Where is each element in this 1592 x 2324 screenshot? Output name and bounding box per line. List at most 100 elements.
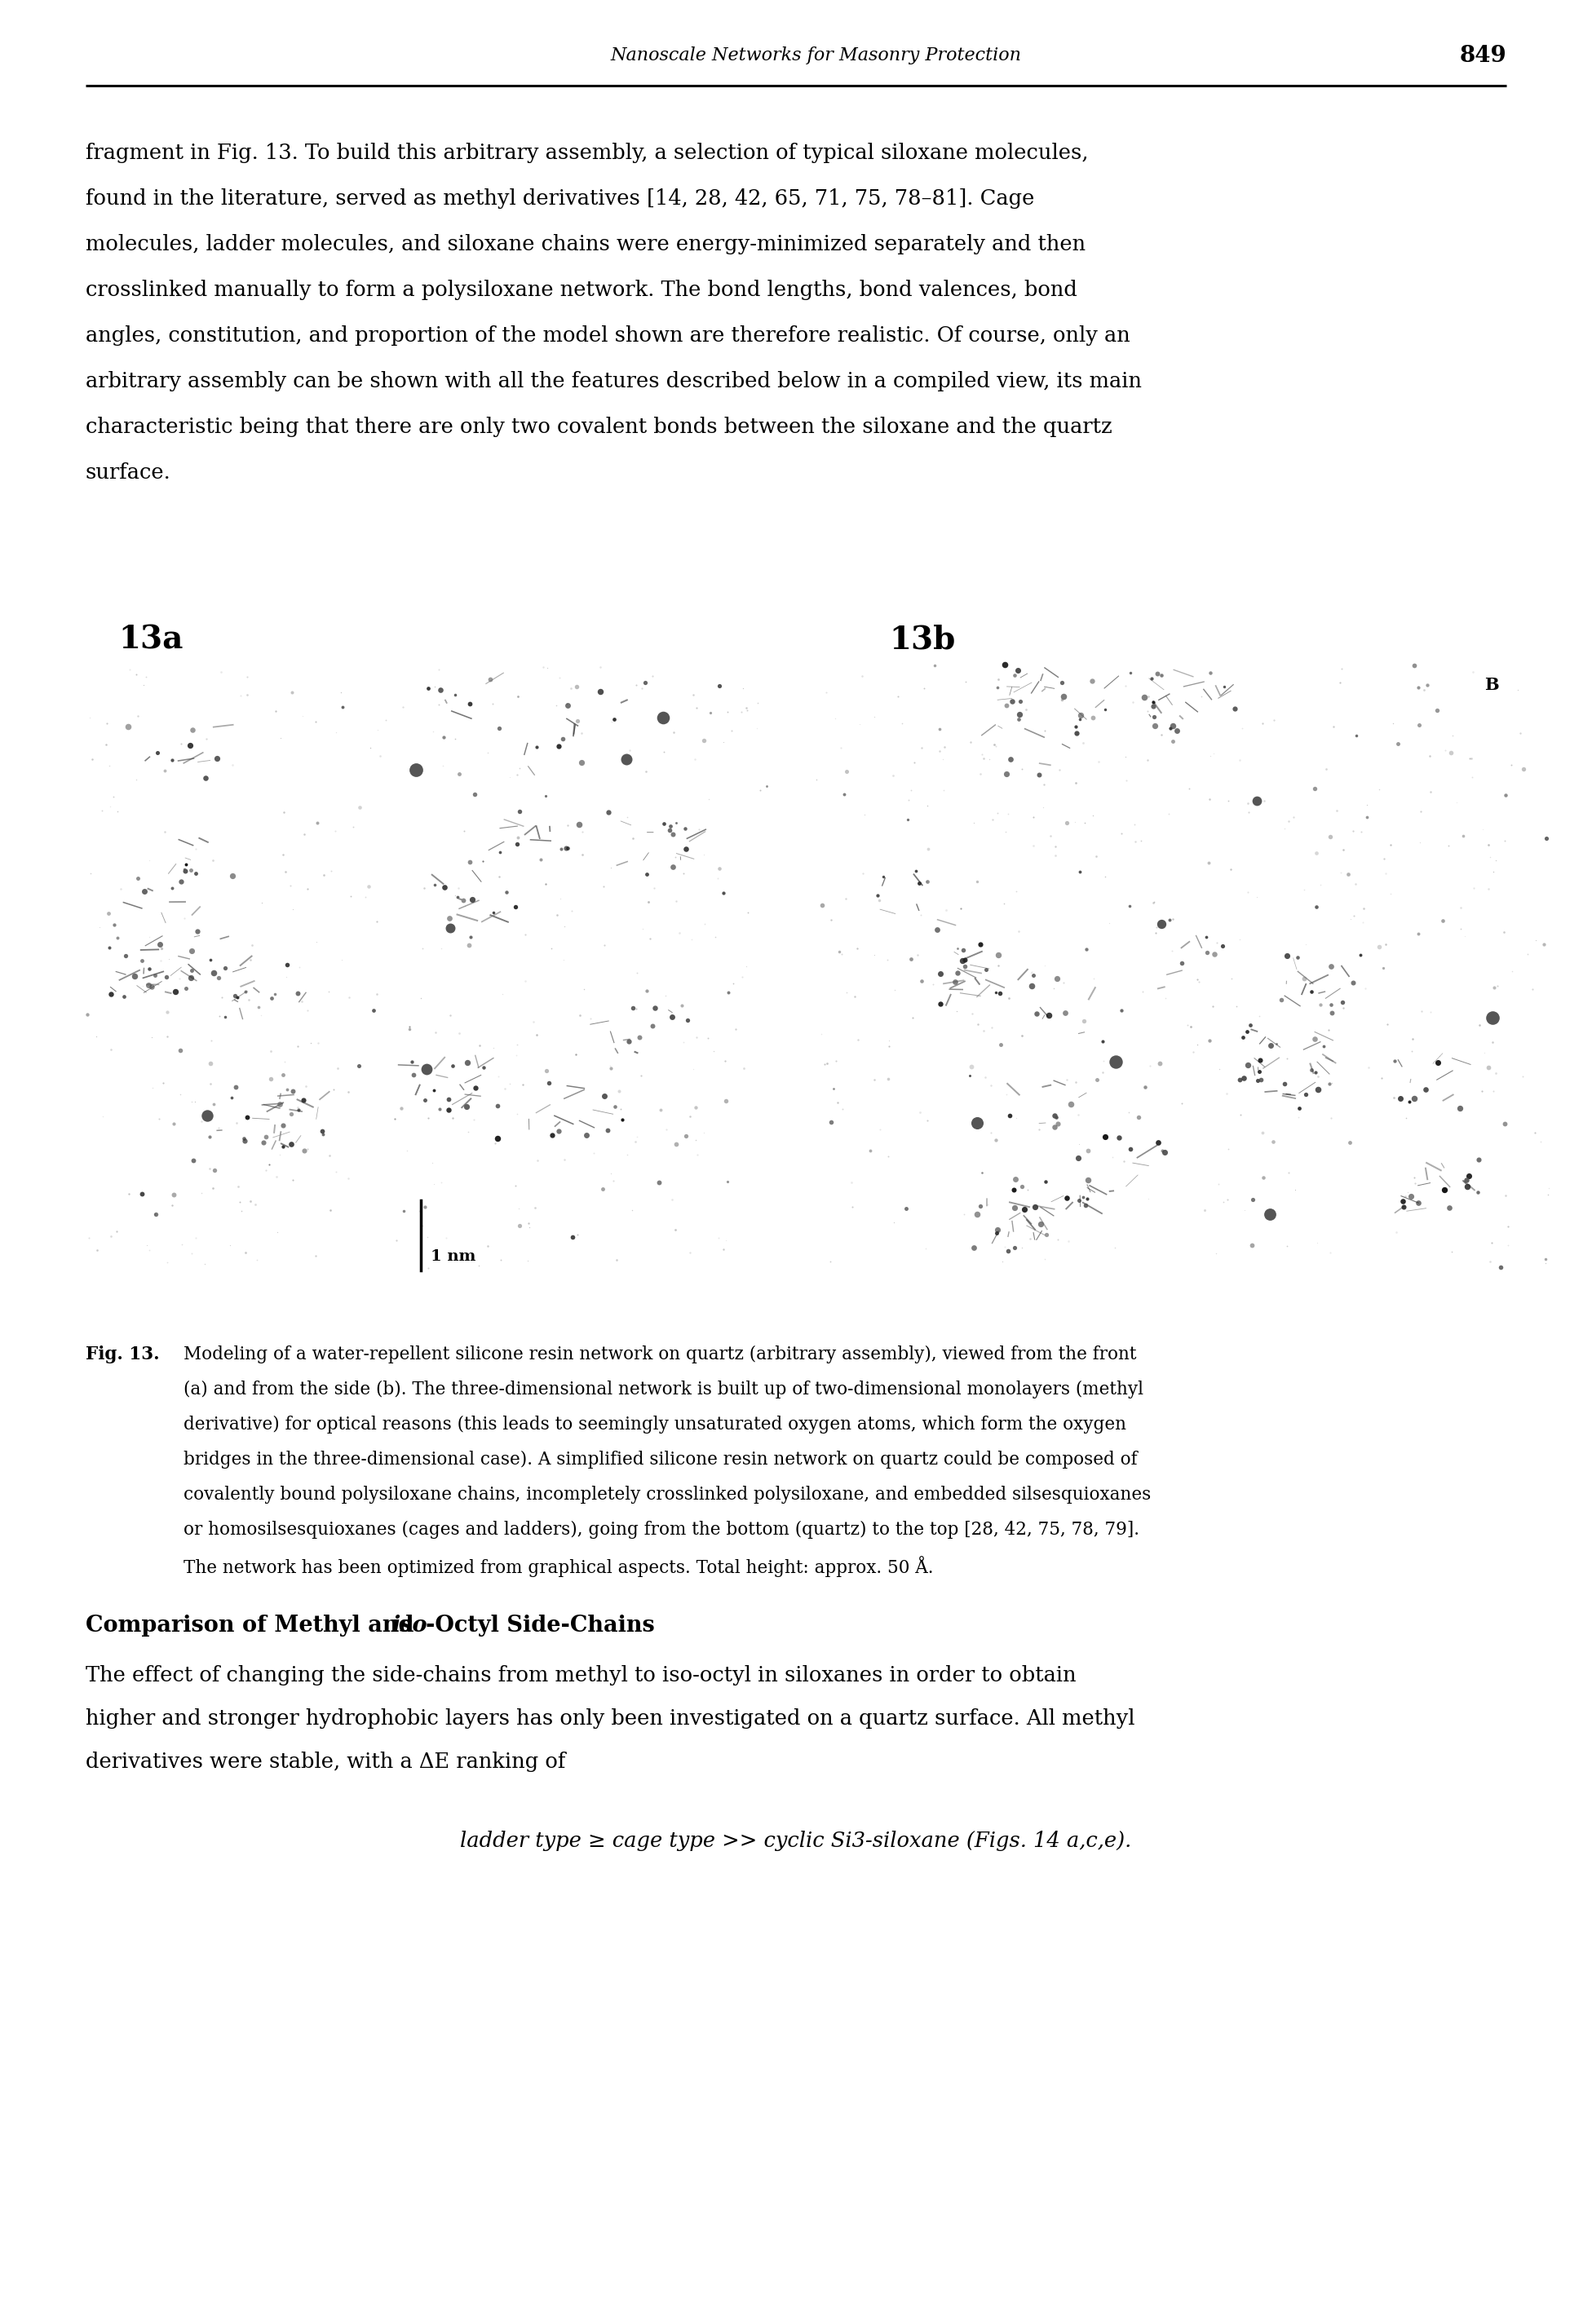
Point <box>1063 709 1089 746</box>
Point <box>466 1027 492 1064</box>
Point <box>336 1160 361 1197</box>
Point <box>985 937 1011 974</box>
Point <box>1067 700 1092 737</box>
Point <box>888 704 914 741</box>
Point <box>993 686 1019 723</box>
Point <box>885 679 911 716</box>
Text: 849: 849 <box>1460 44 1506 67</box>
Point <box>1240 1181 1266 1218</box>
Point <box>673 1118 699 1155</box>
Point <box>1251 783 1277 820</box>
Point <box>1495 1227 1520 1264</box>
Point <box>1302 769 1328 806</box>
Point <box>412 1081 438 1118</box>
Point <box>651 700 677 737</box>
Point <box>209 653 234 690</box>
Point <box>842 978 868 1016</box>
Point <box>565 1215 591 1253</box>
Point <box>1522 923 1547 960</box>
Point <box>1001 658 1027 695</box>
Point <box>102 906 127 944</box>
Point <box>460 874 486 911</box>
Point <box>218 1227 244 1264</box>
Point <box>992 885 1017 923</box>
Point <box>1321 709 1347 746</box>
Point <box>1535 820 1560 858</box>
Point <box>131 967 156 1004</box>
Point <box>97 930 123 967</box>
Point <box>982 1122 1008 1160</box>
Point <box>1132 679 1157 716</box>
Point <box>295 872 320 909</box>
Point <box>898 941 923 978</box>
Point <box>876 941 901 978</box>
Point <box>178 960 204 997</box>
Point <box>1340 811 1366 848</box>
Point <box>909 730 935 767</box>
Point <box>914 862 939 899</box>
Point <box>1391 1188 1417 1225</box>
Point <box>829 934 855 971</box>
Point <box>643 990 669 1027</box>
Point <box>414 1218 439 1255</box>
Point <box>554 686 579 723</box>
Point <box>148 941 174 978</box>
Point <box>680 676 705 713</box>
Point <box>137 951 162 988</box>
Point <box>271 1106 296 1143</box>
Point <box>1073 1188 1098 1225</box>
Point <box>318 853 344 890</box>
Point <box>1399 1020 1425 1057</box>
Point <box>1313 751 1339 788</box>
Point <box>317 1136 342 1174</box>
Point <box>478 660 503 697</box>
Point <box>516 1241 541 1278</box>
Point <box>1344 865 1369 902</box>
Point <box>1200 734 1226 772</box>
Point <box>731 669 756 706</box>
Point <box>549 830 575 867</box>
Point <box>1516 934 1541 971</box>
Point <box>946 930 971 967</box>
Point <box>599 848 624 885</box>
Point <box>1118 1129 1143 1167</box>
Point <box>1407 823 1433 860</box>
Point <box>1500 953 1525 990</box>
Point <box>595 795 621 832</box>
Point <box>431 718 457 755</box>
Point <box>995 1232 1020 1269</box>
Point <box>578 999 603 1037</box>
Point <box>466 1248 492 1285</box>
Point <box>154 1243 180 1281</box>
Point <box>565 702 591 739</box>
Point <box>906 865 931 902</box>
Point <box>653 976 678 1013</box>
Point <box>984 795 1009 832</box>
Point <box>131 872 156 909</box>
Point <box>1207 1050 1232 1088</box>
Point <box>1003 1099 1028 1136</box>
Point <box>508 792 533 830</box>
Point <box>1481 999 1506 1037</box>
Point <box>1148 906 1173 944</box>
Point <box>188 1174 213 1211</box>
Point <box>248 997 274 1034</box>
Point <box>336 978 361 1016</box>
Point <box>814 674 839 711</box>
Point <box>143 1195 169 1232</box>
Point <box>1317 1234 1342 1271</box>
Point <box>1476 869 1501 906</box>
Point <box>135 967 161 1004</box>
Point <box>1355 799 1380 837</box>
Point <box>142 955 167 992</box>
Point <box>1132 1069 1157 1106</box>
Point <box>212 951 237 988</box>
Point <box>1046 1104 1071 1141</box>
Point <box>954 662 979 700</box>
Point <box>1157 902 1183 939</box>
Point <box>194 1097 220 1134</box>
Point <box>696 781 721 818</box>
Point <box>159 869 185 906</box>
Point <box>427 651 452 688</box>
Point <box>1344 718 1369 755</box>
